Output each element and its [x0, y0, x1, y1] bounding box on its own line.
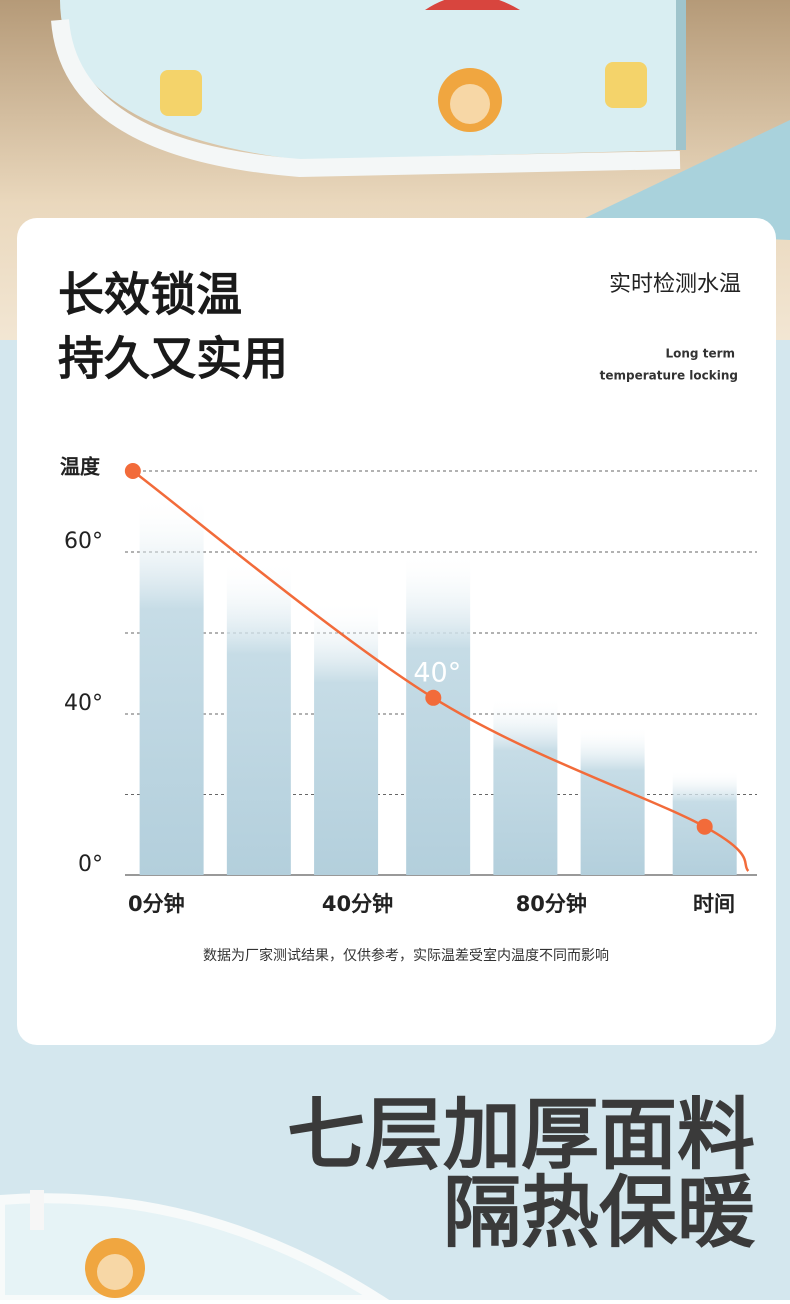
tagline: 实时检测水温	[609, 272, 741, 297]
bar	[226, 560, 291, 875]
bar	[580, 726, 645, 875]
x-axis-title: 时间	[693, 892, 735, 916]
slogan: 隔热保暖	[443, 1168, 756, 1258]
line-marker	[696, 818, 713, 835]
x-tick-label: 80分钟	[516, 892, 587, 916]
bar	[139, 495, 204, 875]
temperature-line	[132, 470, 750, 872]
line-marker	[425, 689, 442, 706]
footnote: 数据为厂家测试结果，仅供参考，实际温差受室内温度不同而影响	[203, 947, 609, 964]
tub-illustration	[51, 0, 790, 240]
y-tick-label: 60°	[64, 529, 103, 554]
bar	[314, 600, 379, 875]
line-marker	[124, 463, 141, 479]
title-line: 长效锁温	[58, 268, 242, 322]
y-axis-title: 温度	[60, 455, 101, 479]
x-tick-label: 0分钟	[128, 892, 185, 916]
chart: 0° 40° 60° 0分钟 40分钟 80分钟 40°	[64, 463, 757, 916]
tagline-en: temperature locking	[600, 369, 738, 383]
bar	[493, 697, 558, 875]
y-tick-label: 40°	[64, 691, 103, 716]
tagline-en: Long term	[666, 347, 736, 361]
slogan: 七层加厚面料	[287, 1090, 755, 1180]
title-line: 持久又实用	[58, 332, 288, 386]
tub-illustration	[0, 1190, 396, 1304]
x-tick-label: 40分钟	[322, 892, 393, 916]
annotation: 40°	[413, 657, 461, 688]
y-tick-label: 0°	[78, 852, 103, 877]
